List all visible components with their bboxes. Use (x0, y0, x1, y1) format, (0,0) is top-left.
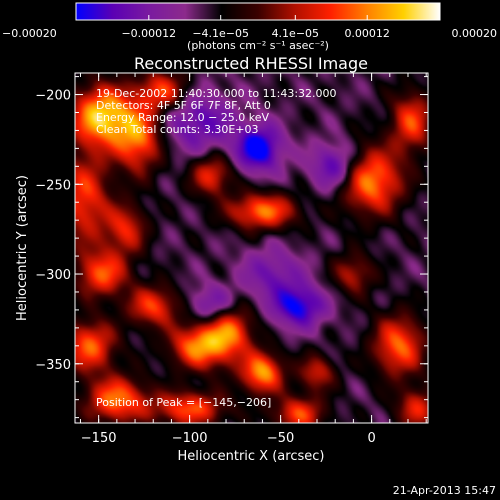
heatmap-image (75, 73, 428, 423)
y-tick-label: −200 (35, 89, 71, 104)
plot-frame (74, 72, 429, 424)
x-axis: −150 −100 −50 0 (79, 73, 427, 446)
x-tick-label: −50 (267, 431, 294, 446)
chart-title: Reconstructed RHESSI Image (134, 54, 368, 73)
colorbar-tick-label: −4.1e−05 (192, 27, 249, 40)
info-line: Detectors: 4F 5F 6F 7F 8F, Att 0 (96, 99, 271, 112)
x-tick-label: −100 (172, 431, 208, 446)
y-tick-label: −300 (35, 268, 71, 283)
colorbar-ticks: −0.00020 −0.00012 −4.1e−05 4.1e−05 0.00012 0.… (2, 15, 497, 40)
colorbar-tick-label: 4.1e−05 (272, 27, 319, 40)
colorbar (75, 2, 441, 21)
y-tick-label: −250 (35, 178, 71, 193)
y-axis: −200 −250 −300 −350 (35, 76, 428, 419)
x-tick-label: 0 (367, 431, 375, 446)
info-line: 19-Dec-2002 11:40:30.000 to 11:43:32.000 (96, 87, 337, 100)
colorbar-unit-label: (photons cm⁻² s⁻¹ asec⁻²) (187, 39, 329, 52)
colorbar-tick-label: −0.00020 (2, 27, 57, 40)
info-overlay: 19-Dec-2002 11:40:30.000 to 11:43:32.000… (96, 87, 337, 136)
info-line: Clean Total counts: 3.30E+03 (96, 123, 259, 136)
footer-timestamp: 21-Apr-2013 15:47 (393, 484, 496, 497)
peak-position-label: Position of Peak = [−145,−206] (96, 396, 271, 409)
colorbar-tick-label: 0.00020 (452, 27, 498, 40)
x-tick-label: −150 (81, 431, 117, 446)
colorbar-tick-label: −0.00012 (121, 27, 176, 40)
info-line: Energy Range: 12.0 − 25.0 keV (96, 111, 270, 124)
colorbar-tick-label: 0.00012 (344, 27, 390, 40)
y-tick-label: −350 (35, 358, 71, 373)
x-axis-label: Heliocentric X (arcsec) (178, 449, 325, 464)
y-axis-label: Heliocentric Y (arcsec) (15, 175, 30, 321)
